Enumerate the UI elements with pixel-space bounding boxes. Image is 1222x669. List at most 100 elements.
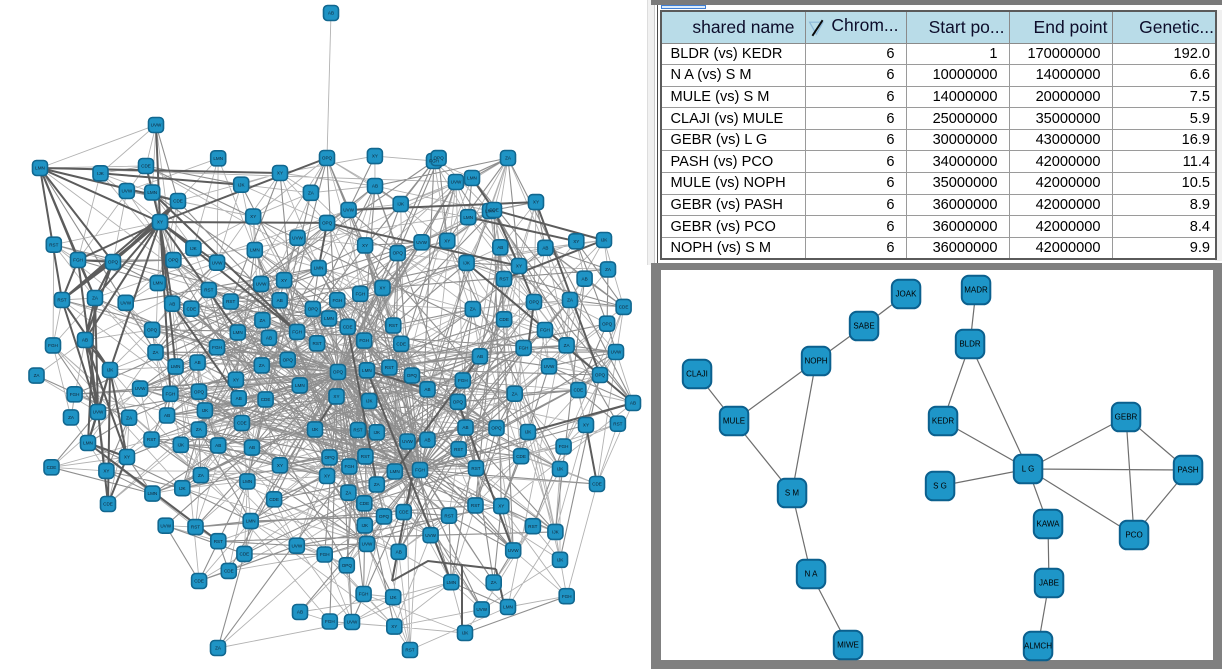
svg-text:UVW: UVW	[343, 208, 354, 213]
svg-text:LMN: LMN	[503, 605, 513, 610]
svg-text:LMN: LMN	[83, 441, 93, 446]
svg-text:UVW: UVW	[291, 543, 302, 548]
svg-text:CDE: CDE	[489, 208, 499, 213]
svg-text:OPQ: OPQ	[433, 156, 444, 161]
svg-text:AB: AB	[630, 401, 636, 406]
svg-text:RST: RST	[471, 503, 480, 508]
svg-text:ZA: ZA	[605, 267, 612, 272]
svg-text:OPQ: OPQ	[333, 370, 344, 375]
svg-text:L G: L G	[1022, 465, 1035, 474]
svg-text:ZA: ZA	[470, 307, 477, 312]
svg-text:IJK: IJK	[390, 595, 398, 600]
svg-text:CDE: CDE	[141, 164, 151, 169]
svg-text:LMN: LMN	[250, 248, 260, 253]
svg-text:LMN: LMN	[35, 166, 45, 171]
svg-text:IJK: IJK	[190, 246, 198, 251]
svg-text:RST: RST	[191, 525, 200, 530]
svg-text:UVW: UVW	[362, 542, 373, 547]
svg-text:FGH: FGH	[559, 444, 569, 449]
svg-text:GEBR: GEBR	[1115, 413, 1138, 422]
svg-text:OPQ: OPQ	[342, 563, 353, 568]
svg-text:OPQ: OPQ	[407, 373, 418, 378]
svg-text:ZA: ZA	[34, 373, 41, 378]
svg-text:CDE: CDE	[173, 199, 183, 204]
svg-text:ALMCH: ALMCH	[1024, 642, 1052, 651]
svg-text:XY: XY	[103, 469, 109, 474]
svg-text:RST: RST	[444, 513, 453, 518]
svg-text:OPQ: OPQ	[491, 426, 502, 431]
svg-text:LMN: LMN	[467, 176, 477, 181]
svg-text:FGH: FGH	[73, 258, 83, 263]
svg-text:AB: AB	[396, 549, 402, 554]
svg-text:BLDR: BLDR	[959, 340, 981, 349]
svg-text:IJK: IJK	[557, 467, 565, 472]
svg-text:AB: AB	[542, 245, 548, 250]
svg-text:XY: XY	[281, 278, 287, 283]
svg-text:AB: AB	[297, 610, 303, 615]
svg-text:AB: AB	[462, 425, 468, 430]
svg-text:OPQ: OPQ	[322, 221, 333, 226]
svg-text:LMN: LMN	[324, 316, 334, 321]
svg-text:ZA: ZA	[345, 490, 352, 495]
svg-text:OPQ: OPQ	[529, 300, 540, 305]
svg-text:RST: RST	[147, 437, 156, 442]
svg-text:XY: XY	[277, 171, 283, 176]
svg-text:ZA: ZA	[512, 391, 519, 396]
svg-text:XY: XY	[379, 286, 385, 291]
svg-text:RST: RST	[528, 524, 537, 529]
svg-text:FGH: FGH	[458, 378, 468, 383]
svg-text:LMN: LMN	[246, 519, 256, 524]
svg-text:RST: RST	[405, 648, 414, 653]
svg-text:IJK: IJK	[366, 399, 374, 404]
svg-text:LMN: LMN	[446, 580, 456, 585]
svg-text:UVW: UVW	[256, 282, 267, 287]
svg-text:CDE: CDE	[516, 454, 526, 459]
svg-text:CDE: CDE	[103, 502, 113, 507]
svg-text:AB: AB	[266, 335, 272, 340]
svg-text:FGH: FGH	[166, 391, 176, 396]
svg-text:IJK: IJK	[397, 202, 405, 207]
svg-text:XY: XY	[333, 394, 339, 399]
svg-text:ZA: ZA	[505, 156, 512, 161]
svg-text:OPQ: OPQ	[453, 399, 464, 404]
svg-text:IJK: IJK	[373, 430, 381, 435]
svg-text:OPQ: OPQ	[602, 321, 613, 326]
svg-text:OPQ: OPQ	[322, 156, 333, 161]
svg-text:IJK: IJK	[463, 261, 471, 266]
svg-text:KAWA: KAWA	[1037, 520, 1061, 529]
svg-text:MADR: MADR	[964, 286, 988, 295]
svg-text:ZA: ZA	[308, 190, 315, 195]
svg-text:CLAJI: CLAJI	[686, 370, 708, 379]
svg-text:AB: AB	[215, 443, 221, 448]
svg-text:RST: RST	[361, 454, 370, 459]
svg-text:RST: RST	[204, 288, 213, 293]
svg-text:PASH: PASH	[1177, 466, 1198, 475]
svg-text:FGH: FGH	[540, 328, 550, 333]
svg-text:AB: AB	[82, 338, 88, 343]
svg-text:NOPH: NOPH	[804, 357, 827, 366]
svg-text:FGH: FGH	[429, 159, 439, 164]
svg-text:CDE: CDE	[240, 552, 250, 557]
svg-text:CDE: CDE	[237, 421, 247, 426]
svg-text:AB: AB	[424, 387, 430, 392]
svg-text:ZA: ZA	[259, 318, 266, 323]
svg-text:MULE: MULE	[723, 417, 745, 426]
svg-text:LMN: LMN	[243, 479, 253, 484]
svg-text:IJK: IJK	[238, 182, 246, 187]
svg-text:IJK: IJK	[601, 238, 609, 243]
svg-text:XY: XY	[157, 220, 163, 225]
svg-text:FGH: FGH	[70, 392, 80, 397]
svg-text:RST: RST	[385, 365, 394, 370]
svg-text:OPQ: OPQ	[308, 307, 319, 312]
svg-text:UVW: UVW	[120, 300, 131, 305]
svg-text:XY: XY	[362, 243, 368, 248]
svg-text:LMN: LMN	[147, 190, 157, 195]
svg-text:LMN: LMN	[213, 156, 223, 161]
svg-text:OPQ: OPQ	[147, 327, 158, 332]
svg-text:IJK: IJK	[177, 442, 185, 447]
svg-text:FGH: FGH	[325, 619, 335, 624]
svg-text:UVW: UVW	[160, 523, 171, 528]
svg-text:IJK: IJK	[552, 530, 560, 535]
svg-text:UVW: UVW	[212, 260, 223, 265]
svg-text:UVW: UVW	[451, 180, 462, 185]
